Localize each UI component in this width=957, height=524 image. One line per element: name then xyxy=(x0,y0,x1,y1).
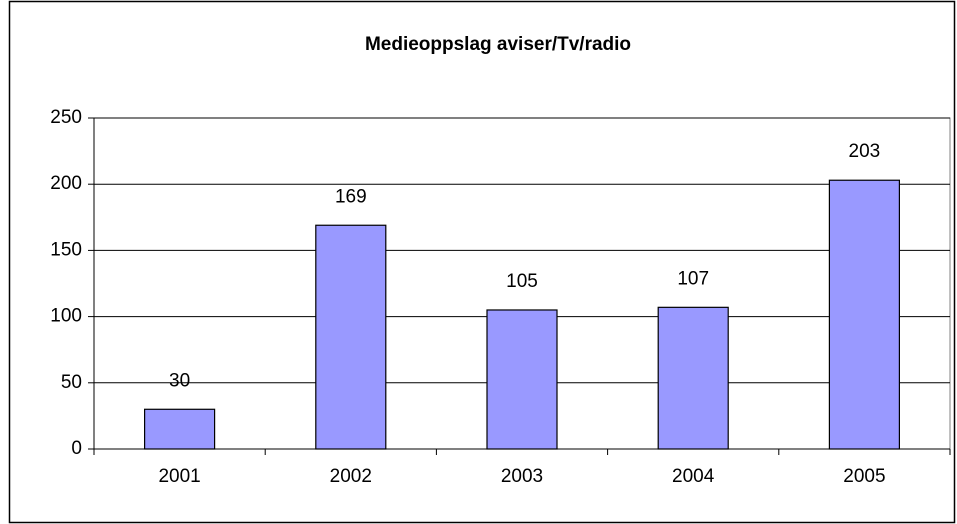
x-tick-label: 2005 xyxy=(843,466,885,487)
data-label: 105 xyxy=(506,271,538,292)
bar xyxy=(828,179,901,450)
x-tick-label: 2003 xyxy=(501,466,543,487)
chart-title: Medieoppslag aviser/Tv/radio xyxy=(365,34,631,55)
data-label: 169 xyxy=(335,186,367,207)
x-tick-label: 2001 xyxy=(158,466,200,487)
data-label: 107 xyxy=(677,268,709,289)
y-tick-label: 250 xyxy=(50,107,82,128)
x-tick-label: 2004 xyxy=(672,466,715,487)
bar xyxy=(144,408,216,450)
bar xyxy=(315,224,387,450)
data-label: 203 xyxy=(849,141,881,162)
y-tick-label: 50 xyxy=(61,372,82,393)
x-tick-label: 2002 xyxy=(330,466,372,487)
y-tick-label: 200 xyxy=(50,173,82,194)
data-label: 30 xyxy=(169,370,190,391)
bar xyxy=(657,306,729,450)
y-tick-label: 150 xyxy=(50,239,82,260)
y-tick-label: 0 xyxy=(71,438,82,459)
bar xyxy=(486,309,558,450)
y-tick-label: 100 xyxy=(50,306,82,327)
